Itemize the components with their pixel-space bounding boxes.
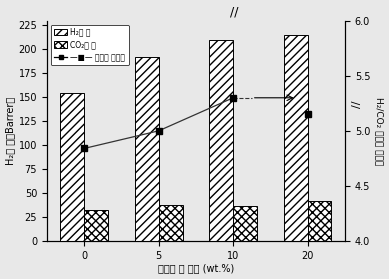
Y-axis label: H₂/CO₂ 理想分 离系数: H₂/CO₂ 理想分 离系数: [375, 97, 384, 165]
X-axis label: 质量百 分 含量 (wt.%): 质量百 分 含量 (wt.%): [158, 263, 234, 273]
Bar: [84, 210, 108, 241]
Bar: [135, 57, 159, 241]
Text: //: //: [352, 101, 362, 108]
Bar: [60, 93, 84, 241]
Text: //: //: [230, 6, 239, 18]
Bar: [308, 201, 331, 241]
Bar: [284, 35, 308, 241]
Bar: [159, 205, 182, 241]
Bar: [233, 206, 257, 241]
Legend: H₂通 量, CO₂通 量, —■— 理想分 离系数: H₂通 量, CO₂通 量, —■— 理想分 离系数: [51, 25, 128, 65]
Bar: [209, 40, 233, 241]
Y-axis label: H₂通 量（Barrer）: H₂通 量（Barrer）: [5, 97, 16, 165]
